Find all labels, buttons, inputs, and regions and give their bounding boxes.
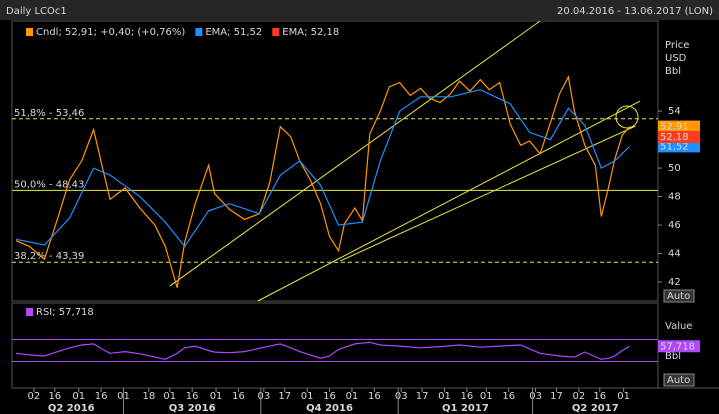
legend-entry: EMA; 52,18	[282, 27, 339, 38]
series-line	[15, 75, 631, 288]
x-tick-label: 16	[95, 391, 108, 402]
x-tick-label: 01	[617, 391, 630, 402]
last-value-label: 51,52	[660, 141, 689, 152]
x-tick-label: 16	[48, 391, 61, 402]
x-tick-label: 01	[438, 391, 451, 402]
legend-entry: Cndl; 52,91; +0,40; (+0,76%)	[36, 27, 185, 38]
y-tick-label: 46	[668, 220, 681, 231]
x-tick-label: 17	[416, 391, 429, 402]
legend-swatch	[26, 308, 33, 316]
legend-entry: EMA; 51,52	[205, 27, 262, 38]
trend-line	[257, 100, 641, 302]
y-tick-label: 50	[668, 163, 681, 174]
x-tick-label: 02	[28, 391, 41, 402]
chart-title: Daily LCOc1	[6, 6, 67, 17]
axis-unit: Value	[665, 321, 692, 332]
x-tick-label: 01	[301, 391, 314, 402]
x-tick-label: 16	[593, 391, 606, 402]
legend-entry: RSI; 57,718	[36, 307, 94, 318]
series-line	[15, 341, 630, 360]
last-value-label: 52,18	[660, 132, 689, 143]
x-tick-label: 18	[143, 391, 156, 402]
series-line	[15, 89, 631, 248]
quarter-label: Q2 2017	[572, 403, 619, 414]
auto-button-label[interactable]: Auto	[667, 375, 690, 386]
x-tick-label: 17	[550, 391, 563, 402]
last-value-label: 57,718	[660, 341, 695, 352]
last-value-box	[658, 340, 700, 353]
axis-unit: Bbl	[665, 351, 681, 362]
auto-button-label[interactable]: Auto	[667, 291, 690, 302]
y-tick-label: 54	[668, 106, 681, 117]
quarter-label: Q4 2016	[306, 403, 353, 414]
x-tick-label: 16	[461, 391, 474, 402]
fib-label: 51,8% - 53,46	[14, 108, 84, 119]
highlight-circle	[615, 105, 639, 129]
legend-swatch	[26, 28, 33, 36]
quarter-label: Q1 2017	[442, 403, 489, 414]
x-tick-label: 03	[529, 391, 542, 402]
x-tick-label: 16	[323, 391, 336, 402]
y-tick-label: 42	[668, 277, 681, 288]
header-bar	[0, 0, 719, 20]
date-range: 20.04.2016 - 13.06.2017 (LON)	[557, 6, 713, 17]
trend-line	[169, 20, 541, 287]
last-value-box	[658, 120, 700, 133]
last-value-box	[658, 140, 700, 153]
x-tick-label: 01	[210, 391, 223, 402]
last-value-box	[658, 130, 700, 143]
axis-unit: Bbl	[665, 66, 681, 77]
auto-button[interactable]	[663, 289, 695, 303]
x-tick-label: 16	[502, 391, 515, 402]
x-tick-label: 01	[480, 391, 493, 402]
x-tick-label: 03	[395, 391, 408, 402]
x-tick-label: 01	[163, 391, 176, 402]
x-tick-label: 01	[346, 391, 359, 402]
axis-unit: USD	[665, 53, 687, 64]
legend-swatch	[195, 28, 203, 36]
quarter-label: Q3 2016	[169, 403, 216, 414]
quarter-label: Q2 2016	[48, 403, 95, 414]
x-tick-label: 16	[368, 391, 381, 402]
x-tick-label: 01	[72, 391, 85, 402]
fib-label: 38,2% - 43,39	[14, 251, 84, 262]
x-tick-label: 17	[278, 391, 291, 402]
legend-swatch	[272, 28, 280, 36]
y-tick-label: 48	[668, 192, 681, 203]
x-tick-label: 16	[186, 391, 199, 402]
axis-unit: Price	[665, 40, 689, 51]
fib-label: 50,0% - 48,43	[14, 179, 84, 190]
x-tick-label: 16	[232, 391, 245, 402]
x-tick-label: 02	[573, 391, 586, 402]
x-tick-label: 03	[257, 391, 270, 402]
y-tick-label: 44	[668, 249, 681, 260]
auto-button[interactable]	[663, 373, 695, 387]
last-value-label: 52,91	[660, 122, 689, 133]
price-panel	[11, 20, 659, 302]
